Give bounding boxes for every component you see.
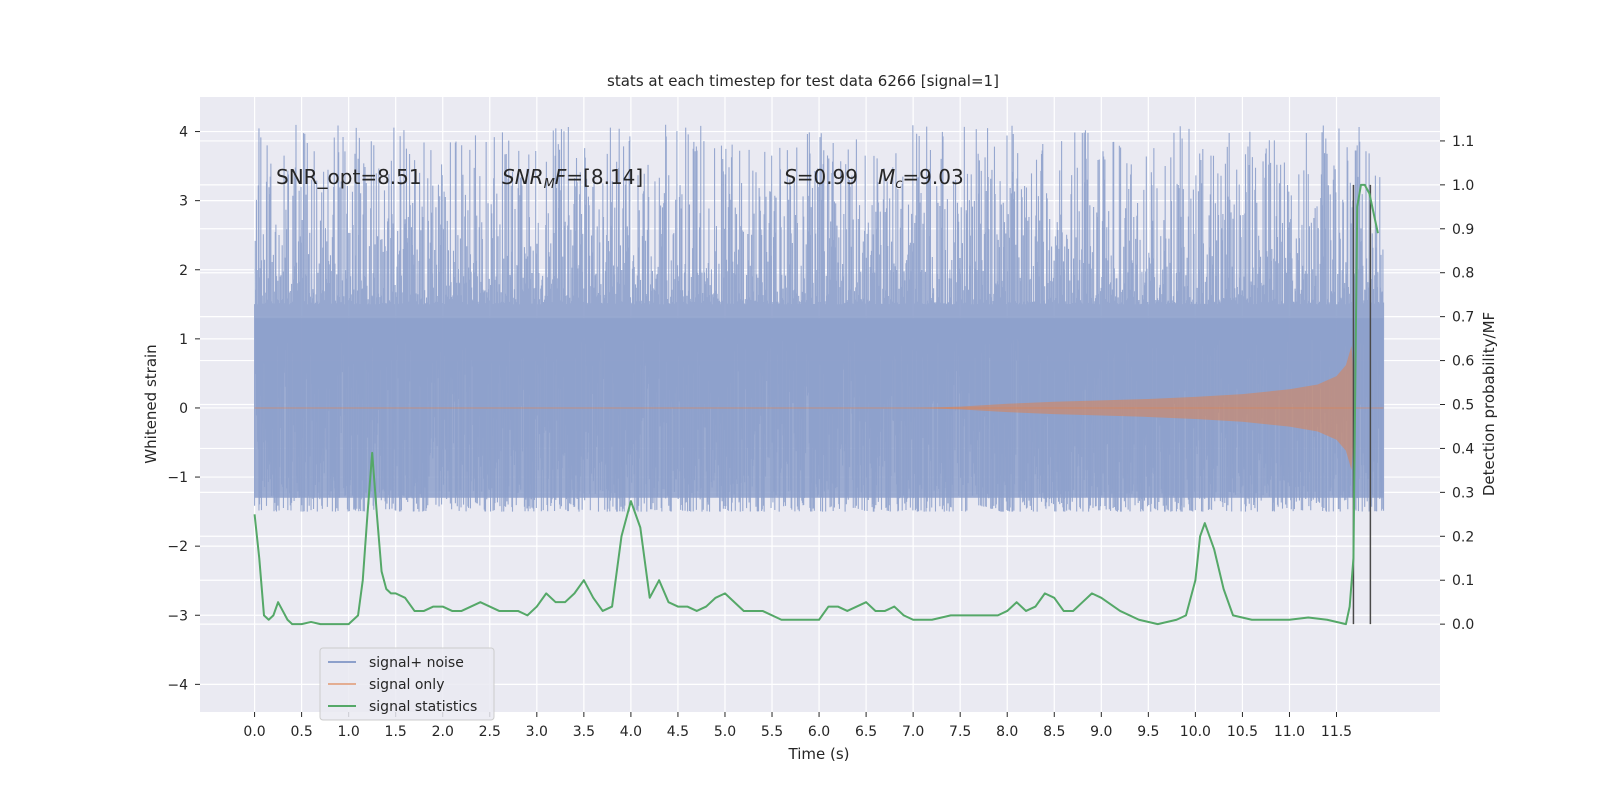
y-tick-label: 3 [179, 194, 188, 210]
y-right-tick-label: 0.9 [1452, 222, 1474, 238]
y-tick-label: −4 [167, 677, 188, 693]
x-tick-label: 11.0 [1274, 724, 1305, 740]
y-axis-label: Whitened strain [142, 344, 160, 463]
y-right-axis-label: Detection probability/MF [1480, 312, 1498, 496]
y-right-tick-label: 0.1 [1452, 573, 1474, 589]
x-tick-label: 5.0 [714, 724, 736, 740]
legend-label-stats: signal statistics [369, 699, 477, 715]
annotation-snr-opt: SNR_opt=8.51 [276, 165, 422, 189]
legend: signal+ noise signal only signal statist… [320, 648, 494, 720]
annotation-mc-value: =9.03 [902, 165, 963, 189]
annotation-snr-mf: SNRMF=[8.14] [502, 165, 643, 192]
y-tick-label: 4 [179, 125, 188, 141]
chart-title: stats at each timestep for test data 626… [607, 72, 999, 90]
x-tick-label: 11.5 [1321, 724, 1352, 740]
annotation-snr-mf-sub: M [544, 177, 555, 192]
x-tick-label: 0.5 [290, 724, 312, 740]
x-tick-label: 10.0 [1180, 724, 1211, 740]
x-tick-label: 5.5 [761, 724, 783, 740]
x-tick-label: 3.0 [526, 724, 548, 740]
annotation-snr-mf-value: =[8.14] [566, 165, 643, 189]
annotation-mc-name: M [878, 165, 895, 189]
x-tick-label: 3.5 [573, 724, 595, 740]
y-tick-label: −3 [167, 608, 188, 624]
y-right-tick-label: 0.0 [1452, 617, 1474, 633]
x-tick-label: 6.5 [855, 724, 877, 740]
annotation-mc-sub: c [895, 177, 902, 192]
y-tick-label: 1 [179, 332, 188, 348]
x-tick-label: 1.0 [338, 724, 360, 740]
x-tick-label: 7.5 [949, 724, 971, 740]
x-tick-label: 4.5 [667, 724, 689, 740]
x-tick-label: 0.0 [243, 724, 265, 740]
annotation-s-name: S [784, 165, 797, 189]
annotation-snr-mf-name: SNR [502, 165, 544, 189]
y-right-tick-label: 0.2 [1452, 529, 1474, 545]
x-tick-label: 9.0 [1090, 724, 1112, 740]
x-tick-label: 8.5 [1043, 724, 1065, 740]
y-right-tick-label: 0.6 [1452, 354, 1474, 370]
y-right-tick-label: 0.7 [1452, 310, 1474, 326]
x-tick-label: 4.0 [620, 724, 642, 740]
y-right-tick-label: 1.0 [1452, 178, 1474, 194]
x-tick-label: 8.0 [996, 724, 1018, 740]
x-tick-label: 10.5 [1227, 724, 1258, 740]
x-tick-label: 9.5 [1137, 724, 1159, 740]
x-tick-label: 2.0 [432, 724, 454, 740]
y-tick-label: 0 [179, 401, 188, 417]
annotation-s-value: =0.99 [797, 165, 858, 189]
annotation-snr-mf-rest: F [555, 165, 567, 189]
x-tick-label: 1.5 [385, 724, 407, 740]
legend-label-noise: signal+ noise [369, 655, 464, 671]
y-right-tick-label: 0.8 [1452, 266, 1474, 282]
x-tick-label: 7.0 [902, 724, 924, 740]
y-tick-label: −2 [167, 539, 188, 555]
y-right-tick-label: 0.4 [1452, 441, 1474, 457]
legend-label-signal: signal only [369, 677, 444, 693]
annotation-s: S=0.99 [784, 165, 858, 189]
x-tick-label: 6.0 [808, 724, 830, 740]
y-right-tick-label: 1.1 [1452, 134, 1474, 150]
x-tick-label: 2.5 [479, 724, 501, 740]
y-right-tick-label: 0.3 [1452, 485, 1474, 501]
annotation-mc: Mc=9.03 [878, 165, 964, 192]
x-axis-label: Time (s) [788, 745, 850, 763]
y-right-tick-label: 0.5 [1452, 398, 1474, 414]
y-tick-label: −1 [167, 470, 188, 486]
y-tick-label: 2 [179, 263, 188, 279]
